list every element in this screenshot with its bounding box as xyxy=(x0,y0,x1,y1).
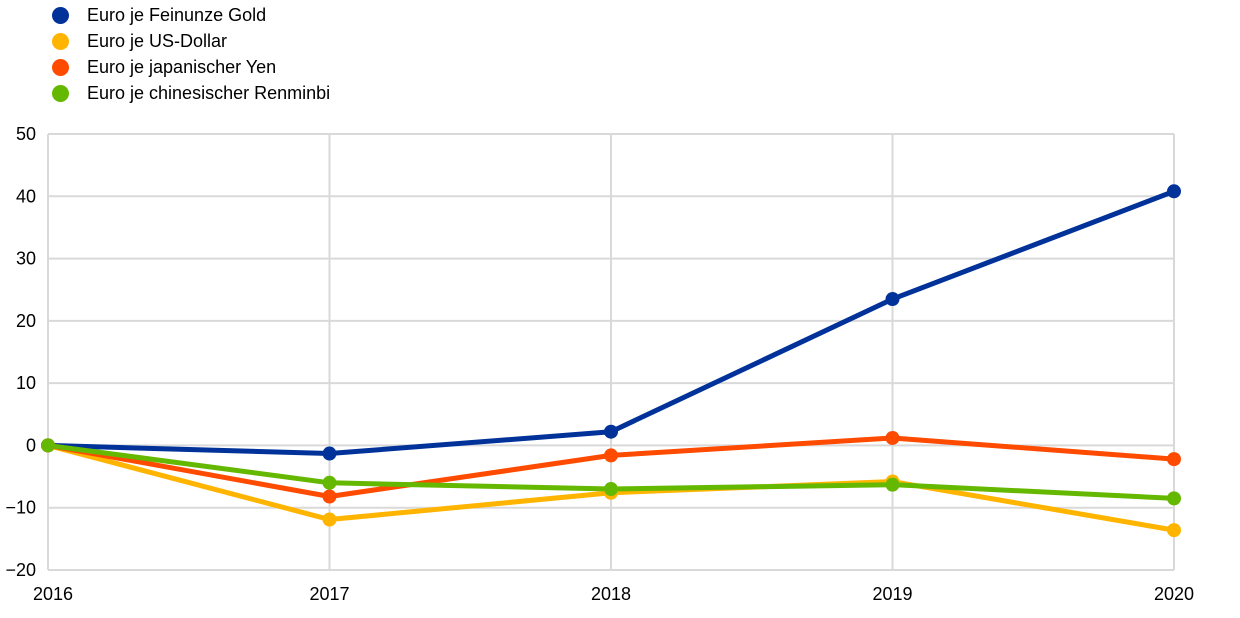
legend-marker-jpy xyxy=(52,58,69,76)
legend-marker-gold xyxy=(52,6,69,24)
legend-item-usd: Euro je US-Dollar xyxy=(52,28,330,54)
y-tick-label: 20 xyxy=(16,311,36,331)
data-point-jpy xyxy=(1167,452,1181,467)
data-point-usd xyxy=(322,512,337,527)
y-tick-label: −10 xyxy=(5,498,36,518)
legend-marker-usd xyxy=(52,32,69,50)
y-tick-label: 40 xyxy=(16,186,36,206)
data-point-cny xyxy=(604,482,618,497)
y-tick-label: 50 xyxy=(16,124,36,144)
x-tick-label: 2018 xyxy=(591,584,631,604)
chart-legend: Euro je Feinunze Gold Euro je US-Dollar … xyxy=(52,2,330,106)
x-tick-label: 2017 xyxy=(309,584,349,604)
data-point-cny xyxy=(885,477,900,492)
x-tick-label: 2019 xyxy=(872,584,912,604)
legend-label-cny: Euro je chinesischer Renminbi xyxy=(87,82,331,103)
x-tick-label: 2016 xyxy=(33,584,73,604)
legend-marker-cny xyxy=(52,84,69,102)
y-tick-label: 10 xyxy=(16,373,36,393)
data-point-jpy xyxy=(604,448,618,463)
legend-item-cny: Euro je chinesischer Renminbi xyxy=(52,80,330,106)
y-tick-label: 0 xyxy=(26,435,36,455)
data-point-gold xyxy=(604,424,618,439)
legend-label-usd: Euro je US-Dollar xyxy=(87,30,228,51)
y-tick-label: 30 xyxy=(16,249,36,269)
legend-label-gold: Euro je Feinunze Gold xyxy=(87,4,267,25)
data-point-cny xyxy=(41,438,55,453)
data-point-cny xyxy=(322,475,337,490)
data-point-usd xyxy=(1167,523,1181,538)
legend-label-jpy: Euro je japanischer Yen xyxy=(87,56,277,77)
data-point-cny xyxy=(1167,491,1181,506)
data-point-gold xyxy=(1167,184,1181,199)
x-tick-label: 2020 xyxy=(1154,584,1194,604)
data-point-gold xyxy=(885,292,900,307)
data-point-jpy xyxy=(885,430,900,445)
legend-item-jpy: Euro je japanischer Yen xyxy=(52,54,330,80)
y-tick-label: −20 xyxy=(5,560,36,580)
data-point-gold xyxy=(322,446,337,461)
legend-item-gold: Euro je Feinunze Gold xyxy=(52,2,330,28)
data-point-jpy xyxy=(322,489,337,504)
